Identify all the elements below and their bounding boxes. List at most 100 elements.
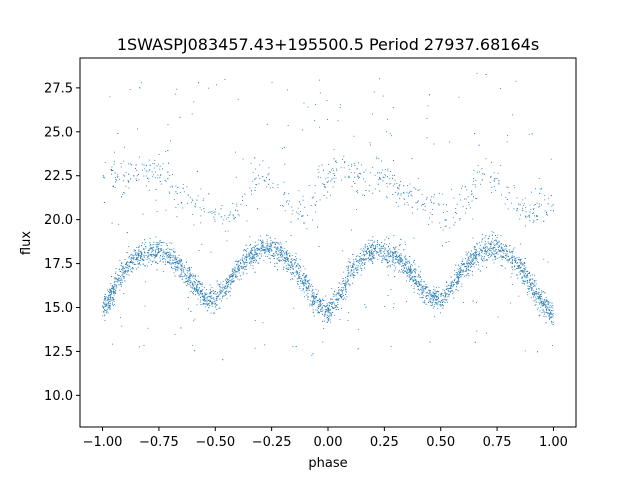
data-point (314, 204, 316, 206)
data-point (250, 252, 252, 254)
data-point (308, 285, 310, 287)
data-point (442, 229, 444, 231)
data-point (291, 206, 293, 208)
data-point (316, 309, 318, 311)
data-point (419, 276, 421, 278)
data-point (156, 246, 158, 248)
data-point (274, 263, 276, 265)
data-point (475, 186, 476, 188)
data-point (262, 242, 264, 244)
data-point (353, 264, 355, 266)
data-point (548, 319, 550, 320)
data-point (272, 182, 274, 184)
data-point (349, 275, 351, 277)
data-point (393, 261, 395, 263)
data-point (421, 193, 423, 195)
data-point (551, 321, 553, 323)
data-point (474, 249, 476, 251)
data-point (144, 265, 146, 267)
data-point (111, 276, 112, 277)
data-point (414, 270, 416, 272)
data-point (432, 307, 434, 309)
data-point (527, 275, 528, 276)
data-point (369, 172, 371, 174)
data-point (536, 301, 538, 303)
data-point (406, 268, 408, 269)
data-point (491, 255, 492, 257)
data-point (451, 282, 453, 283)
data-point (450, 276, 452, 278)
data-point (386, 259, 388, 261)
data-point (103, 306, 105, 308)
data-point (365, 250, 367, 252)
data-point (158, 163, 160, 165)
data-point (410, 191, 412, 193)
data-point (297, 218, 299, 220)
data-point (220, 290, 222, 292)
data-point (291, 262, 293, 263)
data-point (402, 260, 404, 262)
data-point (518, 267, 520, 269)
data-point (545, 301, 547, 302)
data-point (365, 259, 367, 261)
data-point (248, 253, 250, 255)
data-point (407, 269, 409, 271)
data-point (473, 257, 475, 259)
data-point (467, 266, 469, 268)
data-point (220, 291, 221, 293)
data-point (538, 298, 540, 300)
data-point (456, 284, 458, 286)
data-point (175, 270, 177, 272)
data-point (492, 248, 494, 250)
data-point (211, 210, 213, 212)
data-point (324, 310, 326, 312)
data-point (434, 296, 436, 298)
data-point (489, 247, 491, 249)
data-point (111, 222, 113, 224)
data-point (327, 312, 329, 314)
data-point (233, 273, 235, 275)
data-point (351, 186, 353, 187)
data-point (128, 246, 130, 248)
data-point (230, 288, 232, 290)
data-point (113, 303, 115, 305)
data-point (263, 179, 265, 181)
data-point (186, 277, 188, 279)
data-point (408, 195, 409, 197)
data-point (465, 251, 467, 253)
data-point (162, 242, 164, 243)
data-point (298, 274, 300, 276)
data-point (457, 290, 459, 292)
data-point (311, 284, 313, 286)
data-point (498, 250, 500, 252)
data-point (223, 292, 225, 293)
data-point (442, 212, 444, 214)
data-point (480, 250, 482, 252)
data-point (400, 238, 402, 240)
data-point (237, 267, 239, 269)
data-point (245, 261, 247, 263)
data-point (551, 322, 553, 324)
data-point (128, 257, 130, 259)
data-point (288, 200, 290, 202)
data-point (270, 245, 272, 247)
data-point (272, 254, 273, 256)
data-point (465, 268, 467, 270)
data-point (210, 300, 212, 302)
data-point (299, 211, 301, 212)
data-point (157, 174, 159, 176)
data-point (250, 252, 252, 254)
data-point (545, 211, 547, 213)
data-point (406, 300, 408, 302)
data-point (475, 180, 477, 182)
data-point (322, 341, 324, 343)
data-point (455, 272, 457, 273)
data-point (367, 249, 369, 251)
data-point (464, 186, 466, 188)
data-point (109, 303, 111, 305)
data-point (122, 266, 124, 268)
data-point (131, 261, 133, 263)
data-point (192, 284, 194, 286)
data-point (206, 300, 208, 302)
data-point (259, 235, 261, 237)
